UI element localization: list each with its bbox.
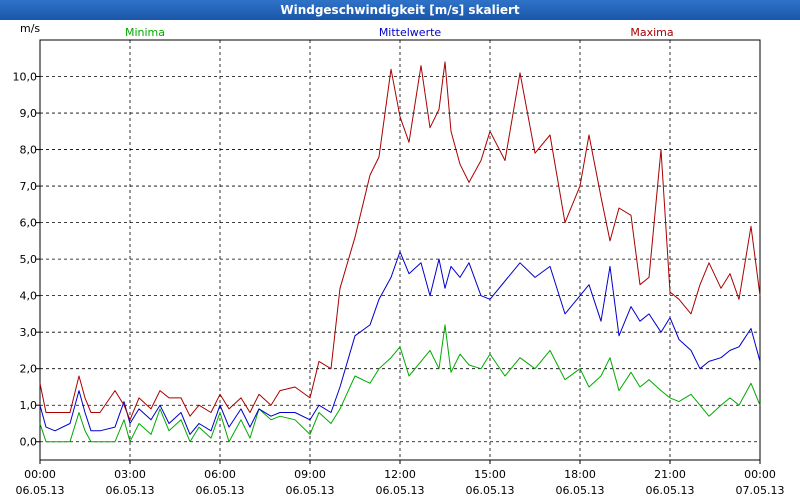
x-axis: 00:00 06.05.13 03:00 06.05.13 06:00 06.05.13 0… (16, 460, 785, 497)
y-tick-label: 7,0 (20, 180, 38, 193)
window-title: Windgeschwindigkeit [m/s] skaliert (0, 0, 800, 20)
y-tick-label: 3,0 (20, 326, 38, 339)
x-tick-date-label: 07.05.13 (736, 484, 785, 497)
legend-mittelwerte: Mittelwerte (379, 26, 442, 39)
x-tick-date-label: 06.05.13 (196, 484, 245, 497)
x-tick-time-label: 09:00 (294, 468, 326, 481)
y-axis: m/s 0,0 1,0 2,0 3,0 4,0 5,0 6,0 7,0 8,0 9,0 10,0 (13, 22, 41, 449)
y-tick-label: 9,0 (20, 107, 38, 120)
y-tick-label: 10,0 (13, 71, 38, 84)
x-tick-time-label: 21:00 (654, 468, 686, 481)
legend: Minima Mittelwerte Maxima (125, 26, 674, 39)
legend-minima: Minima (125, 26, 165, 39)
x-tick-date-label: 06.05.13 (556, 484, 605, 497)
y-tick-label: 2,0 (20, 363, 38, 376)
y-tick-label: 0,0 (20, 436, 38, 449)
x-tick-date-label: 06.05.13 (286, 484, 335, 497)
y-tick-label: 4,0 (20, 290, 38, 303)
series-line-maxima (39, 61, 761, 421)
series-lines (39, 61, 761, 443)
x-tick-date-label: 06.05.13 (106, 484, 155, 497)
x-tick-time-label: 03:00 (114, 468, 146, 481)
x-tick-time-label: 15:00 (474, 468, 506, 481)
y-tick-label: 8,0 (20, 144, 38, 157)
series-line-mittelwerte (39, 251, 761, 435)
series-line-minima (39, 324, 761, 443)
x-tick-date-label: 06.05.13 (376, 484, 425, 497)
x-tick-time-label: 18:00 (564, 468, 596, 481)
x-tick-date-label: 06.05.13 (646, 484, 695, 497)
wind-speed-chart: m/s 0,0 1,0 2,0 3,0 4,0 5,0 6,0 7,0 8,0 9,0 10,0 0… (13, 22, 785, 497)
x-tick-time-label: 00:00 (744, 468, 776, 481)
x-tick-date-label: 06.05.13 (16, 484, 65, 497)
x-tick-time-label: 12:00 (384, 468, 416, 481)
y-tick-label: 5,0 (20, 253, 38, 266)
legend-maxima: Maxima (630, 26, 673, 39)
y-axis-unit-label: m/s (20, 22, 40, 35)
y-tick-label: 1,0 (20, 399, 38, 412)
x-tick-time-label: 00:00 (24, 468, 56, 481)
x-tick-time-label: 06:00 (204, 468, 236, 481)
x-tick-date-label: 06.05.13 (466, 484, 515, 497)
y-tick-label: 6,0 (20, 217, 38, 230)
